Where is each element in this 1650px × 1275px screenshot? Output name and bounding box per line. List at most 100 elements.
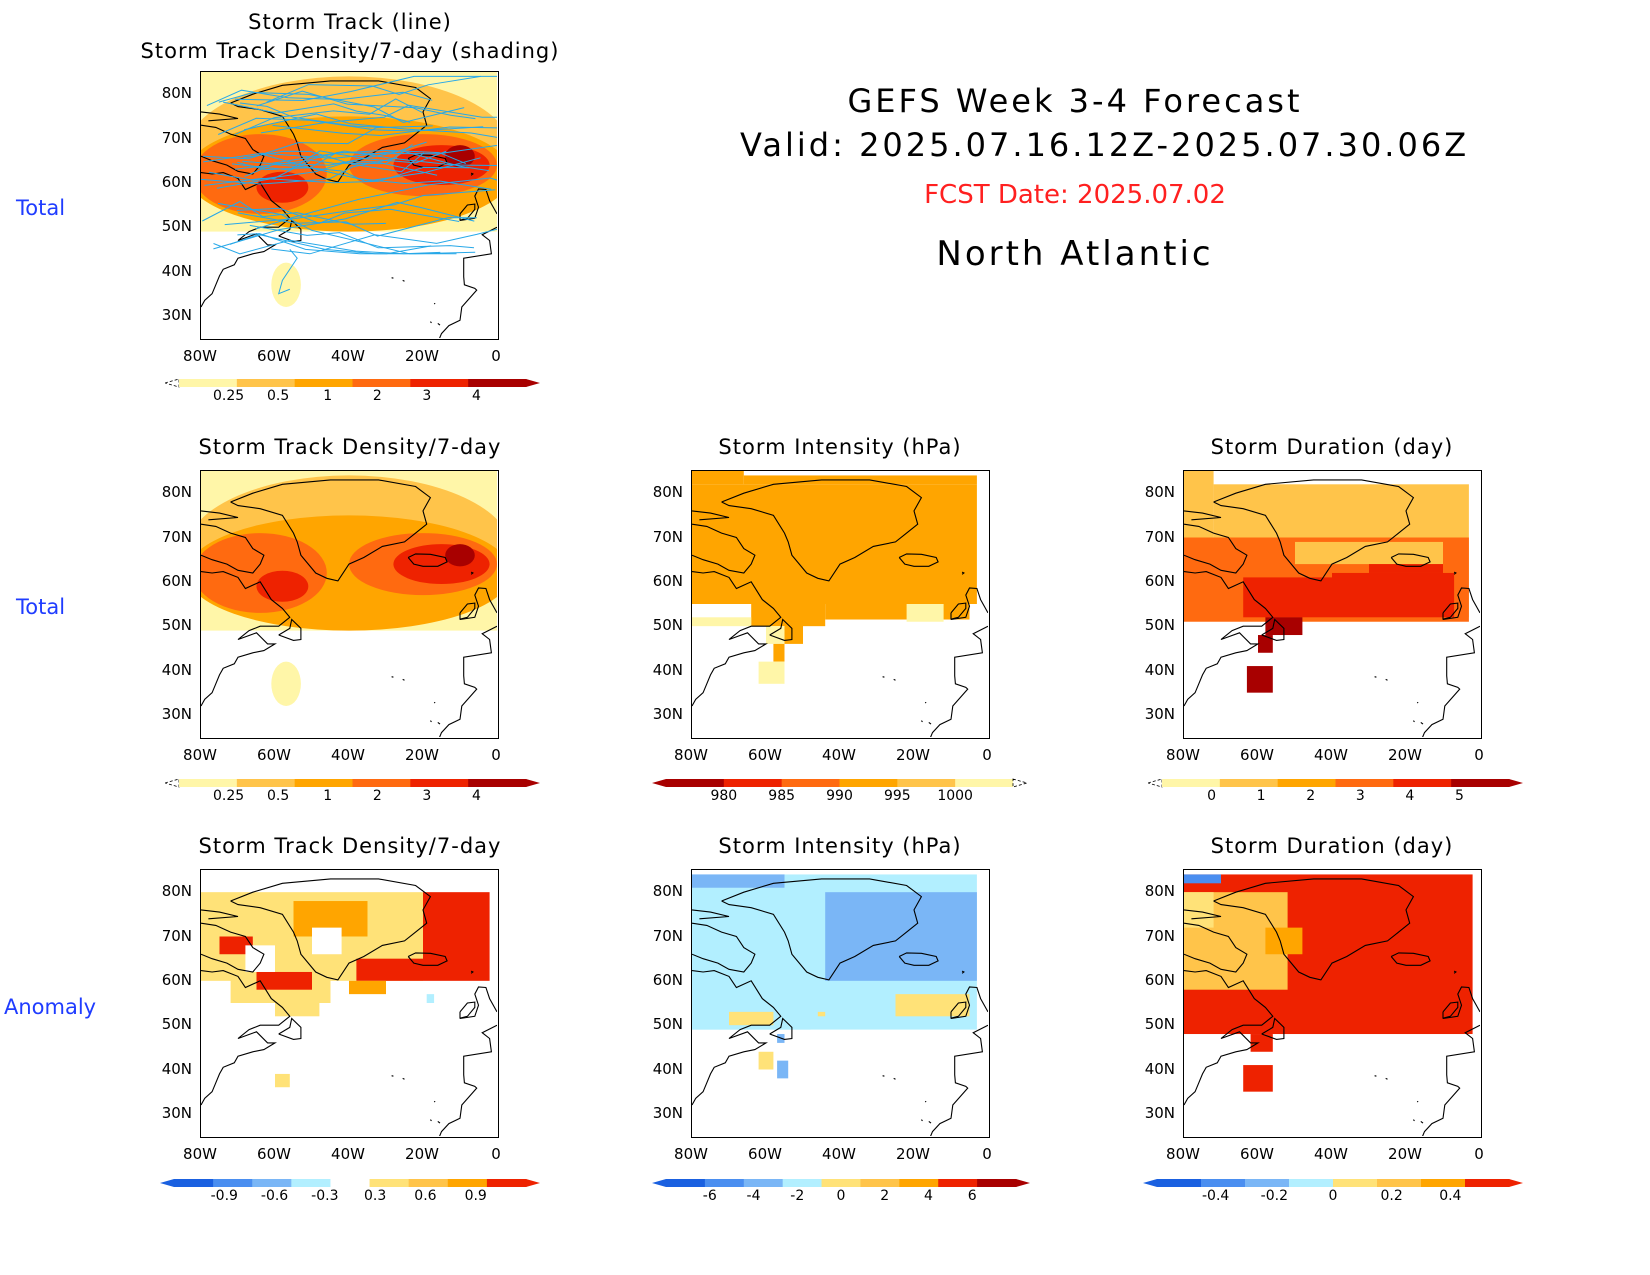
- grid-cell: [692, 617, 752, 627]
- lon-tick-label: 20W: [405, 1145, 439, 1163]
- lat-tick-label: 60N: [161, 172, 192, 191]
- lat-tick-label: 60N: [652, 571, 683, 590]
- panel6-title: Storm Intensity (hPa): [718, 834, 962, 858]
- coastline: [439, 1024, 497, 1136]
- grid-cell: [1184, 892, 1214, 928]
- lat-tick-label: 30N: [161, 704, 192, 723]
- coastline: [201, 909, 239, 920]
- colorbar-label: 2: [1306, 788, 1316, 804]
- storm-track: [266, 75, 481, 103]
- coastline: [930, 625, 988, 737]
- coastline: [692, 970, 782, 1106]
- lat-tick-label: 80N: [161, 882, 192, 901]
- colorbar-label: -6: [702, 1188, 717, 1204]
- coastline: [692, 510, 730, 521]
- coastline: [230, 479, 432, 582]
- storm-track: [236, 207, 460, 224]
- fcst-date: FCST Date: 2025.07.02: [924, 180, 1226, 210]
- colorbar-end-right: [526, 379, 540, 387]
- colorbar-segment: [352, 379, 411, 387]
- coastline: [920, 720, 923, 723]
- lat-tick-label: 50N: [161, 1015, 192, 1034]
- panel3-title: Storm Intensity (hPa): [718, 435, 962, 459]
- colorbar-segment: [1333, 1179, 1378, 1187]
- lon-tick-label: 40W: [822, 746, 856, 764]
- lon-tick-label: 0: [982, 1145, 992, 1163]
- coastline: [1442, 986, 1480, 1020]
- colorbar-segment: [938, 1179, 978, 1187]
- storm-track: [240, 102, 379, 128]
- coastline: [1453, 571, 1457, 575]
- lon-tick-label: 40W: [331, 746, 365, 764]
- grid-cell: [784, 621, 803, 644]
- coastline: [1412, 1119, 1415, 1122]
- lat-tick-label: 80N: [652, 882, 683, 901]
- panel3-colorbar: 980 985 990 995 1000: [652, 778, 1029, 808]
- coastline: [407, 952, 448, 966]
- storm-track: [277, 249, 298, 295]
- coastline: [201, 523, 265, 574]
- lat-tick-label: 40N: [1144, 660, 1175, 679]
- grid-cell: [777, 1060, 789, 1079]
- coastline: [1420, 721, 1424, 725]
- lat-tick-label: 30N: [161, 1103, 192, 1122]
- coastline: [459, 203, 476, 221]
- lon-tick-label: 40W: [331, 347, 365, 365]
- colorbar-label: 1: [1256, 788, 1266, 804]
- lon-tick-label: 0: [982, 746, 992, 764]
- coastline: [930, 1024, 988, 1136]
- storm-track: [213, 201, 475, 250]
- coastline: [961, 571, 965, 575]
- coastline: [1390, 952, 1431, 966]
- coastline: [898, 952, 939, 966]
- grid-cell: [356, 958, 423, 981]
- colorbar-segment: [1219, 779, 1279, 787]
- colorbar-end-left: [160, 1179, 174, 1187]
- colorbar-segment: [1393, 779, 1452, 787]
- colorbar-segment: [1377, 1179, 1422, 1187]
- colorbar-end-left: [1146, 778, 1163, 788]
- colorbar-segment: [291, 1179, 331, 1187]
- panel7-colorbar: -0.4 -0.2 0 0.2 0.4: [1143, 1178, 1523, 1208]
- colorbar-label: 0.6: [414, 1188, 437, 1204]
- colorbar-segment: [410, 779, 469, 787]
- coastline: [950, 986, 988, 1020]
- density-contour: [271, 262, 301, 307]
- colorbar-end-right: [526, 1179, 540, 1187]
- colorbar-end-left: [1143, 1179, 1157, 1187]
- lat-tick-label: 80N: [161, 483, 192, 502]
- lon-tick-label: 60W: [257, 1145, 291, 1163]
- lon-tick-label: 20W: [896, 746, 930, 764]
- coastline: [920, 1119, 923, 1122]
- lat-tick-label: 60N: [1144, 970, 1175, 989]
- coastline: [459, 986, 497, 1020]
- panel1-title: Storm Track (line): [248, 10, 452, 34]
- coastline: [433, 1100, 436, 1103]
- storm-track: [272, 124, 497, 137]
- grid-cell: [1243, 1065, 1273, 1092]
- colorbar-label: 4: [471, 388, 481, 404]
- colorbar-segment: [252, 1179, 292, 1187]
- coastline: [924, 701, 927, 704]
- coastline: [950, 602, 967, 620]
- lon-tick-label: 0: [1474, 746, 1484, 764]
- colorbar-label: 3: [422, 388, 432, 404]
- lat-tick-label: 30N: [652, 1103, 683, 1122]
- colorbar-segment: [408, 1179, 449, 1187]
- lon-tick-label: 20W: [1388, 746, 1422, 764]
- colorbar-label: 4: [1405, 788, 1415, 804]
- colorbar-segment: [977, 1179, 1017, 1187]
- coastline: [882, 1075, 885, 1077]
- coastline: [692, 523, 756, 574]
- coastline: [1422, 1024, 1480, 1136]
- colorbar-label: -0.6: [260, 1188, 289, 1204]
- lat-tick-label: 60N: [161, 970, 192, 989]
- colorbar-segment: [213, 1179, 253, 1187]
- colorbar-segment: [955, 779, 1014, 787]
- coastline: [692, 571, 782, 707]
- grid-cell: [219, 936, 253, 955]
- panel7-map: [1183, 869, 1482, 1138]
- grid-cell: [1246, 666, 1273, 693]
- lat-tick-label: 70N: [652, 926, 683, 945]
- lon-tick-label: 20W: [1388, 1145, 1422, 1163]
